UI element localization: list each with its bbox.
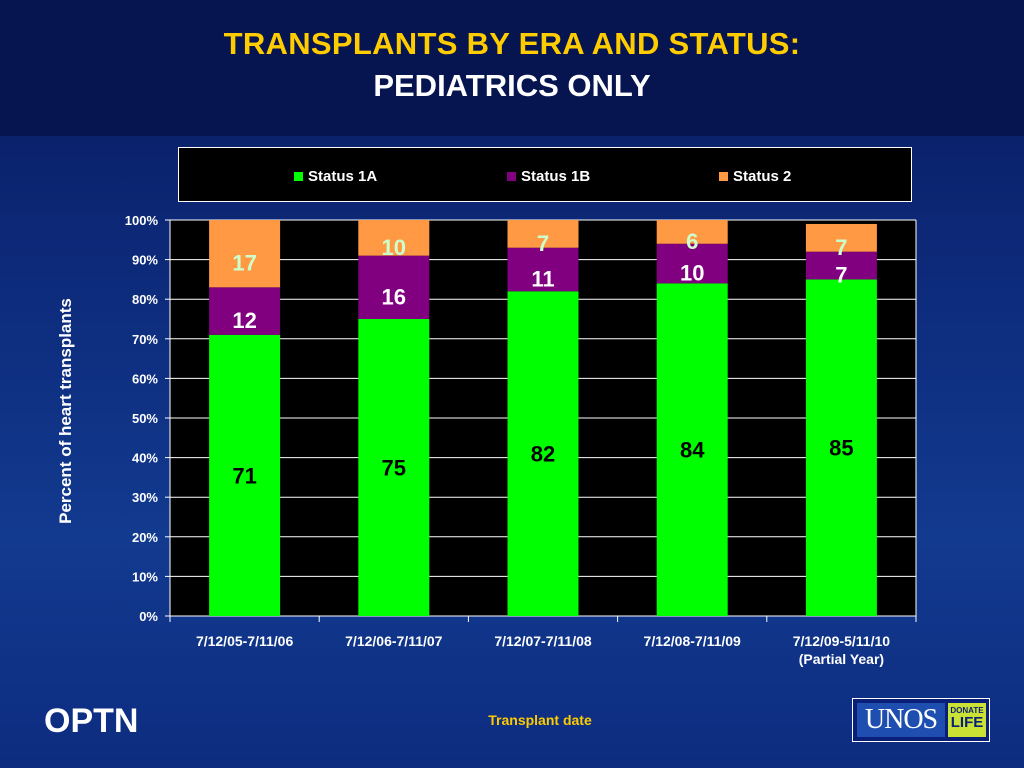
data-label-status-1a: 85: [829, 436, 853, 461]
bar-status-1a: [507, 291, 579, 616]
legend-item-status-1b: Status 1B: [507, 168, 590, 185]
y-tick-label: 80%: [132, 292, 158, 307]
data-label-status-1a: 82: [531, 442, 555, 467]
legend-label-status-1b: Status 1B: [521, 168, 591, 185]
page-title: TRANSPLANTS BY ERA AND STATUS:: [223, 26, 801, 61]
data-label-status-1b: 12: [232, 308, 256, 333]
bar-status-1a: [656, 283, 728, 616]
donate-life-badge: DONATE LIFE: [948, 703, 986, 737]
optn-logo-text: OPTN: [44, 702, 139, 740]
data-label-status-2: 10: [382, 235, 406, 260]
page-subtitle: PEDIATRICS ONLY: [373, 68, 651, 103]
data-label-status-2: 17: [232, 251, 256, 276]
bar-status-2: [507, 220, 579, 248]
bar-status-2: [209, 220, 281, 288]
legend-label-status-1a: Status 1A: [308, 168, 378, 185]
data-label-status-2: 7: [537, 231, 549, 256]
bar-status-1a: [358, 319, 430, 616]
legend-label-status-2: Status 2: [733, 168, 792, 185]
title-band: [0, 0, 1024, 136]
bar-status-1b: [209, 287, 281, 335]
legend-swatch-status-2: [719, 172, 728, 181]
legend-item-status-1a: Status 1A: [294, 168, 377, 185]
donate-text: DONATE: [950, 706, 984, 715]
y-tick-label: 20%: [132, 530, 158, 545]
x-axis-label: Transplant date: [488, 712, 592, 728]
bar-status-2: [358, 220, 430, 256]
x-tick-label: (Partial Year): [799, 651, 884, 667]
x-tick-label: 7/12/05-7/11/06: [196, 633, 294, 649]
bar-status-1b: [358, 255, 430, 319]
bar-status-2: [805, 223, 877, 252]
y-tick-label: 10%: [132, 569, 158, 584]
y-tick-label: 90%: [132, 253, 158, 268]
legend-swatch-status-1b: [507, 172, 516, 181]
y-axis-label: Percent of heart transplants: [56, 298, 75, 524]
y-tick-label: 100%: [125, 213, 159, 228]
data-label-status-1a: 75: [382, 456, 406, 481]
data-label-status-1a: 71: [232, 463, 256, 488]
unos-donate-life-logo: UNOS DONATE LIFE: [852, 698, 990, 742]
x-tick-label: 7/12/08-7/11/09: [644, 633, 742, 649]
bar-status-2: [656, 220, 728, 244]
data-label-status-1b: 16: [382, 284, 406, 309]
life-text: LIFE: [950, 714, 984, 731]
y-tick-label: 40%: [132, 451, 158, 466]
x-tick-label: 7/12/09-5/11/10: [793, 633, 891, 649]
y-tick-label: 70%: [132, 332, 158, 347]
bar-status-1a: [209, 334, 281, 616]
legend-swatch-status-1a: [294, 172, 303, 181]
bar-status-1b: [805, 251, 877, 280]
data-label-status-1b: 7: [835, 263, 847, 288]
legend-item-status-2: Status 2: [719, 168, 791, 185]
y-tick-label: 30%: [132, 490, 158, 505]
data-label-status-1b: 10: [680, 261, 704, 286]
bar-status-1a: [805, 279, 877, 616]
data-label-status-2: 7: [835, 235, 847, 260]
y-tick-label: 50%: [132, 411, 158, 426]
unos-logo-text: UNOS: [857, 703, 945, 737]
chart-legend: Status 1A Status 1B Status 2: [178, 147, 912, 202]
y-tick-label: 0%: [139, 609, 158, 624]
y-tick-label: 60%: [132, 371, 158, 386]
data-label-status-2: 6: [686, 229, 698, 254]
x-tick-label: 7/12/06-7/11/07: [345, 633, 443, 649]
x-tick-label: 7/12/07-7/11/08: [494, 633, 592, 649]
data-label-status-1b: 11: [531, 267, 554, 292]
data-label-status-1a: 84: [680, 438, 705, 463]
bar-status-1b: [507, 247, 579, 292]
bar-status-1b: [656, 243, 728, 284]
